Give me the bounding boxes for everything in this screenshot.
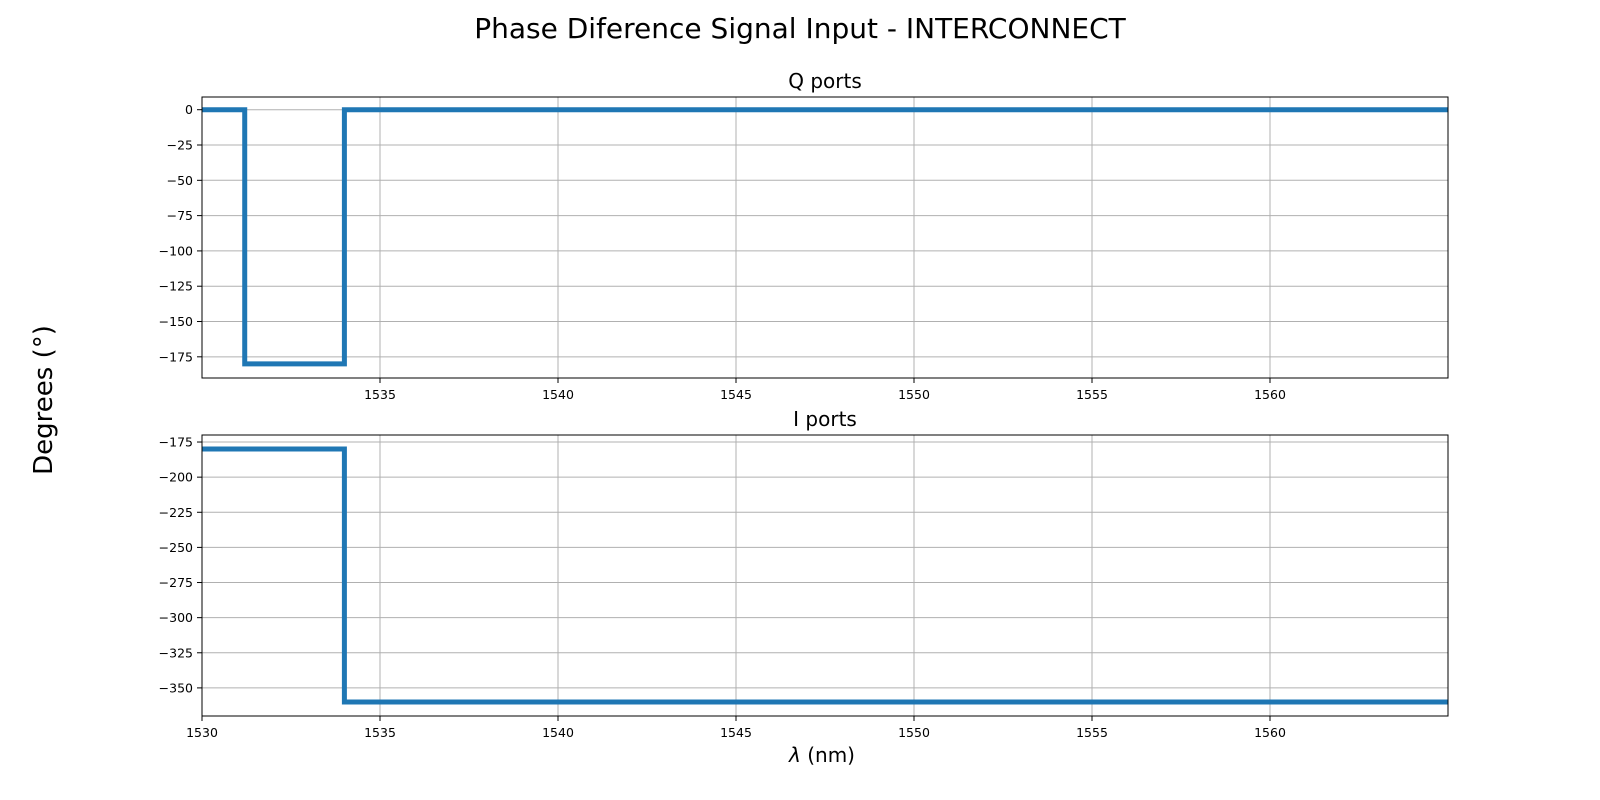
q-ports-x-tick-label: 1550 <box>898 387 930 402</box>
i-ports-y-tick-label: −300 <box>159 610 193 625</box>
q-ports-y-tick-label: −50 <box>167 173 193 188</box>
i-ports-y-tick-label: −175 <box>159 435 193 450</box>
q-ports-x-tick-label: 1540 <box>542 387 574 402</box>
i-ports-series-line <box>202 446 1448 705</box>
x-axis-label-unit: (nm) <box>801 743 855 767</box>
q-ports-y-tick-label: −75 <box>167 208 193 223</box>
i-ports-y-tick-label: −350 <box>159 680 193 695</box>
q-ports-y-tick-label: −25 <box>167 138 193 153</box>
i-ports-y-tick-label: −250 <box>159 540 193 555</box>
i-ports-x-tick-label: 1530 <box>186 725 218 740</box>
i-ports-title: I ports <box>793 407 857 431</box>
i-ports-x-tick-label: 1540 <box>542 725 574 740</box>
i-ports-x-tick-label: 1555 <box>1076 725 1108 740</box>
i-ports-y-tick-label: −325 <box>159 645 193 660</box>
figure-title: Phase Diference Signal Input - INTERCONN… <box>474 12 1126 45</box>
i-ports-y-tick-label: −275 <box>159 575 193 590</box>
i-ports-x-tick-label: 1560 <box>1254 725 1286 740</box>
q-ports-x-tick-label: 1555 <box>1076 387 1108 402</box>
x-axis-label: λ (nm) <box>788 743 855 767</box>
x-axis-label-symbol: λ <box>788 743 801 767</box>
i-ports-frame <box>201 434 1449 717</box>
q-ports-y-tick-label: 0 <box>185 102 193 117</box>
i-ports-y-tick-label: −200 <box>159 470 193 485</box>
i-ports-x-tick-label: 1535 <box>364 725 396 740</box>
i-ports-x-tick-label: 1545 <box>720 725 752 740</box>
q-ports-x-tick-label: 1535 <box>364 387 396 402</box>
q-ports-x-tick-label: 1545 <box>720 387 752 402</box>
i-ports-axes: I ports 1530 1535 1540 1545 1550 1555 1560 −175 −… <box>159 407 1449 740</box>
q-ports-axes: Q ports 1535 1540 1545 1550 1555 1560 0 −25 −50 −7… <box>159 69 1449 402</box>
i-ports-x-tick-label: 1550 <box>898 725 930 740</box>
y-axis-label: Degrees (°) <box>29 325 59 475</box>
q-ports-frame <box>201 96 1449 379</box>
q-ports-title: Q ports <box>788 69 862 93</box>
q-ports-y-tick-label: −100 <box>159 243 193 258</box>
i-ports-y-tick-label: −225 <box>159 505 193 520</box>
q-ports-y-tick-label: −125 <box>159 279 193 294</box>
q-ports-x-tick-label: 1560 <box>1254 387 1286 402</box>
q-ports-y-tick-label: −175 <box>159 349 193 364</box>
q-ports-series-line <box>202 107 1448 367</box>
q-ports-y-tick-label: −150 <box>159 314 193 329</box>
